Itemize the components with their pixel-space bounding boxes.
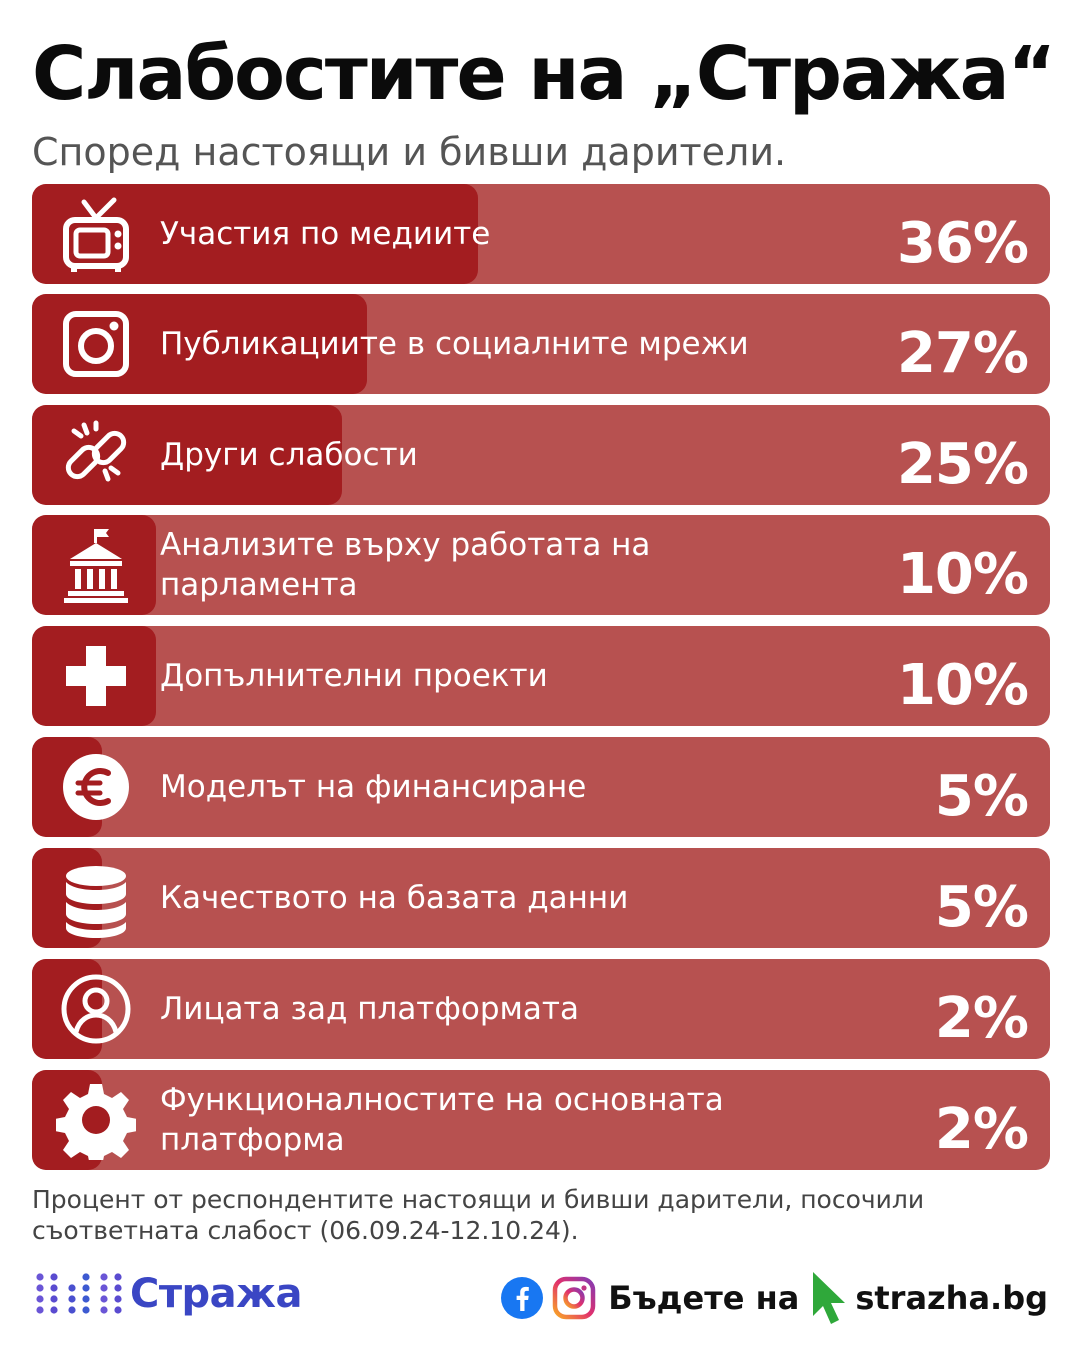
footnote: Процент от респондентите настоящи и бивш… [32, 1185, 925, 1245]
bar-row: Участия по медиите 36% [32, 184, 1050, 284]
page-title: Слабостите на „Стража“ [32, 31, 1056, 117]
dots-logo-icon [36, 1273, 122, 1314]
bar-row: Качеството на базата данни 5% [32, 848, 1050, 948]
tv-icon [54, 197, 138, 272]
database-icon [54, 862, 138, 938]
bar-label: Други слабости [160, 437, 418, 473]
bar-label: Анализите върху работата на парламента [160, 527, 651, 603]
bar-row: Моделът на финансиране 5% [32, 737, 1050, 837]
instagram-icon[interactable] [552, 1276, 596, 1320]
parliament-icon [54, 529, 138, 603]
brand-name: Стража [130, 1271, 302, 1317]
bar-fill [32, 405, 342, 505]
bar-label: Лицата зад платформата [160, 991, 579, 1027]
euro-icon [54, 751, 138, 823]
bar-value-label: 5% [934, 874, 1029, 940]
plus-icon [54, 640, 138, 712]
bar-row: Анализите върху работата на парламента 10… [32, 515, 1050, 615]
bar-value-label: 10% [896, 652, 1029, 718]
site-link[interactable]: strazha.bg [855, 1279, 1048, 1317]
bar-value-label: 2% [934, 985, 1029, 1051]
cta-text: Бъдете на [608, 1279, 800, 1317]
footer-cta[interactable]: Бъдете на strazha.bg [500, 1268, 1048, 1328]
bar-row: Лицата зад платформата 2% [32, 959, 1050, 1059]
bar-value-label: 5% [934, 763, 1029, 829]
bar-value-label: 10% [896, 541, 1029, 607]
bar-label: Функционалностите на основната платформа [160, 1082, 724, 1158]
bar-fill [32, 294, 367, 394]
bar-row: Допълнителни проекти 10% [32, 626, 1050, 726]
bar-row: Функционалностите на основната платформа… [32, 1070, 1050, 1170]
bar-row: Публикациите в социалните мрежи 27% [32, 294, 1050, 394]
bar-row: Други слабости 25% [32, 405, 1050, 505]
cursor-icon [813, 1272, 846, 1324]
brand-logo[interactable]: Стража [34, 1270, 302, 1318]
bar-label: Участия по медиите [160, 216, 491, 252]
user-icon [54, 973, 138, 1045]
page-subtitle: Според настоящи и бивши дарители. [32, 130, 787, 174]
bar-label: Допълнителни проекти [160, 658, 548, 694]
bar-value-label: 27% [896, 320, 1029, 386]
broken-link-icon [54, 419, 138, 491]
instagram-icon [54, 308, 138, 380]
bar-value-label: 25% [896, 431, 1029, 497]
bar-label: Качеството на базата данни [160, 880, 629, 916]
bar-value-label: 36% [896, 210, 1029, 276]
bar-label: Публикациите в социалните мрежи [160, 326, 749, 362]
bar-value-label: 2% [934, 1096, 1029, 1162]
bar-label: Моделът на финансиране [160, 769, 587, 805]
gear-icon [54, 1084, 138, 1160]
facebook-icon[interactable] [500, 1276, 544, 1320]
